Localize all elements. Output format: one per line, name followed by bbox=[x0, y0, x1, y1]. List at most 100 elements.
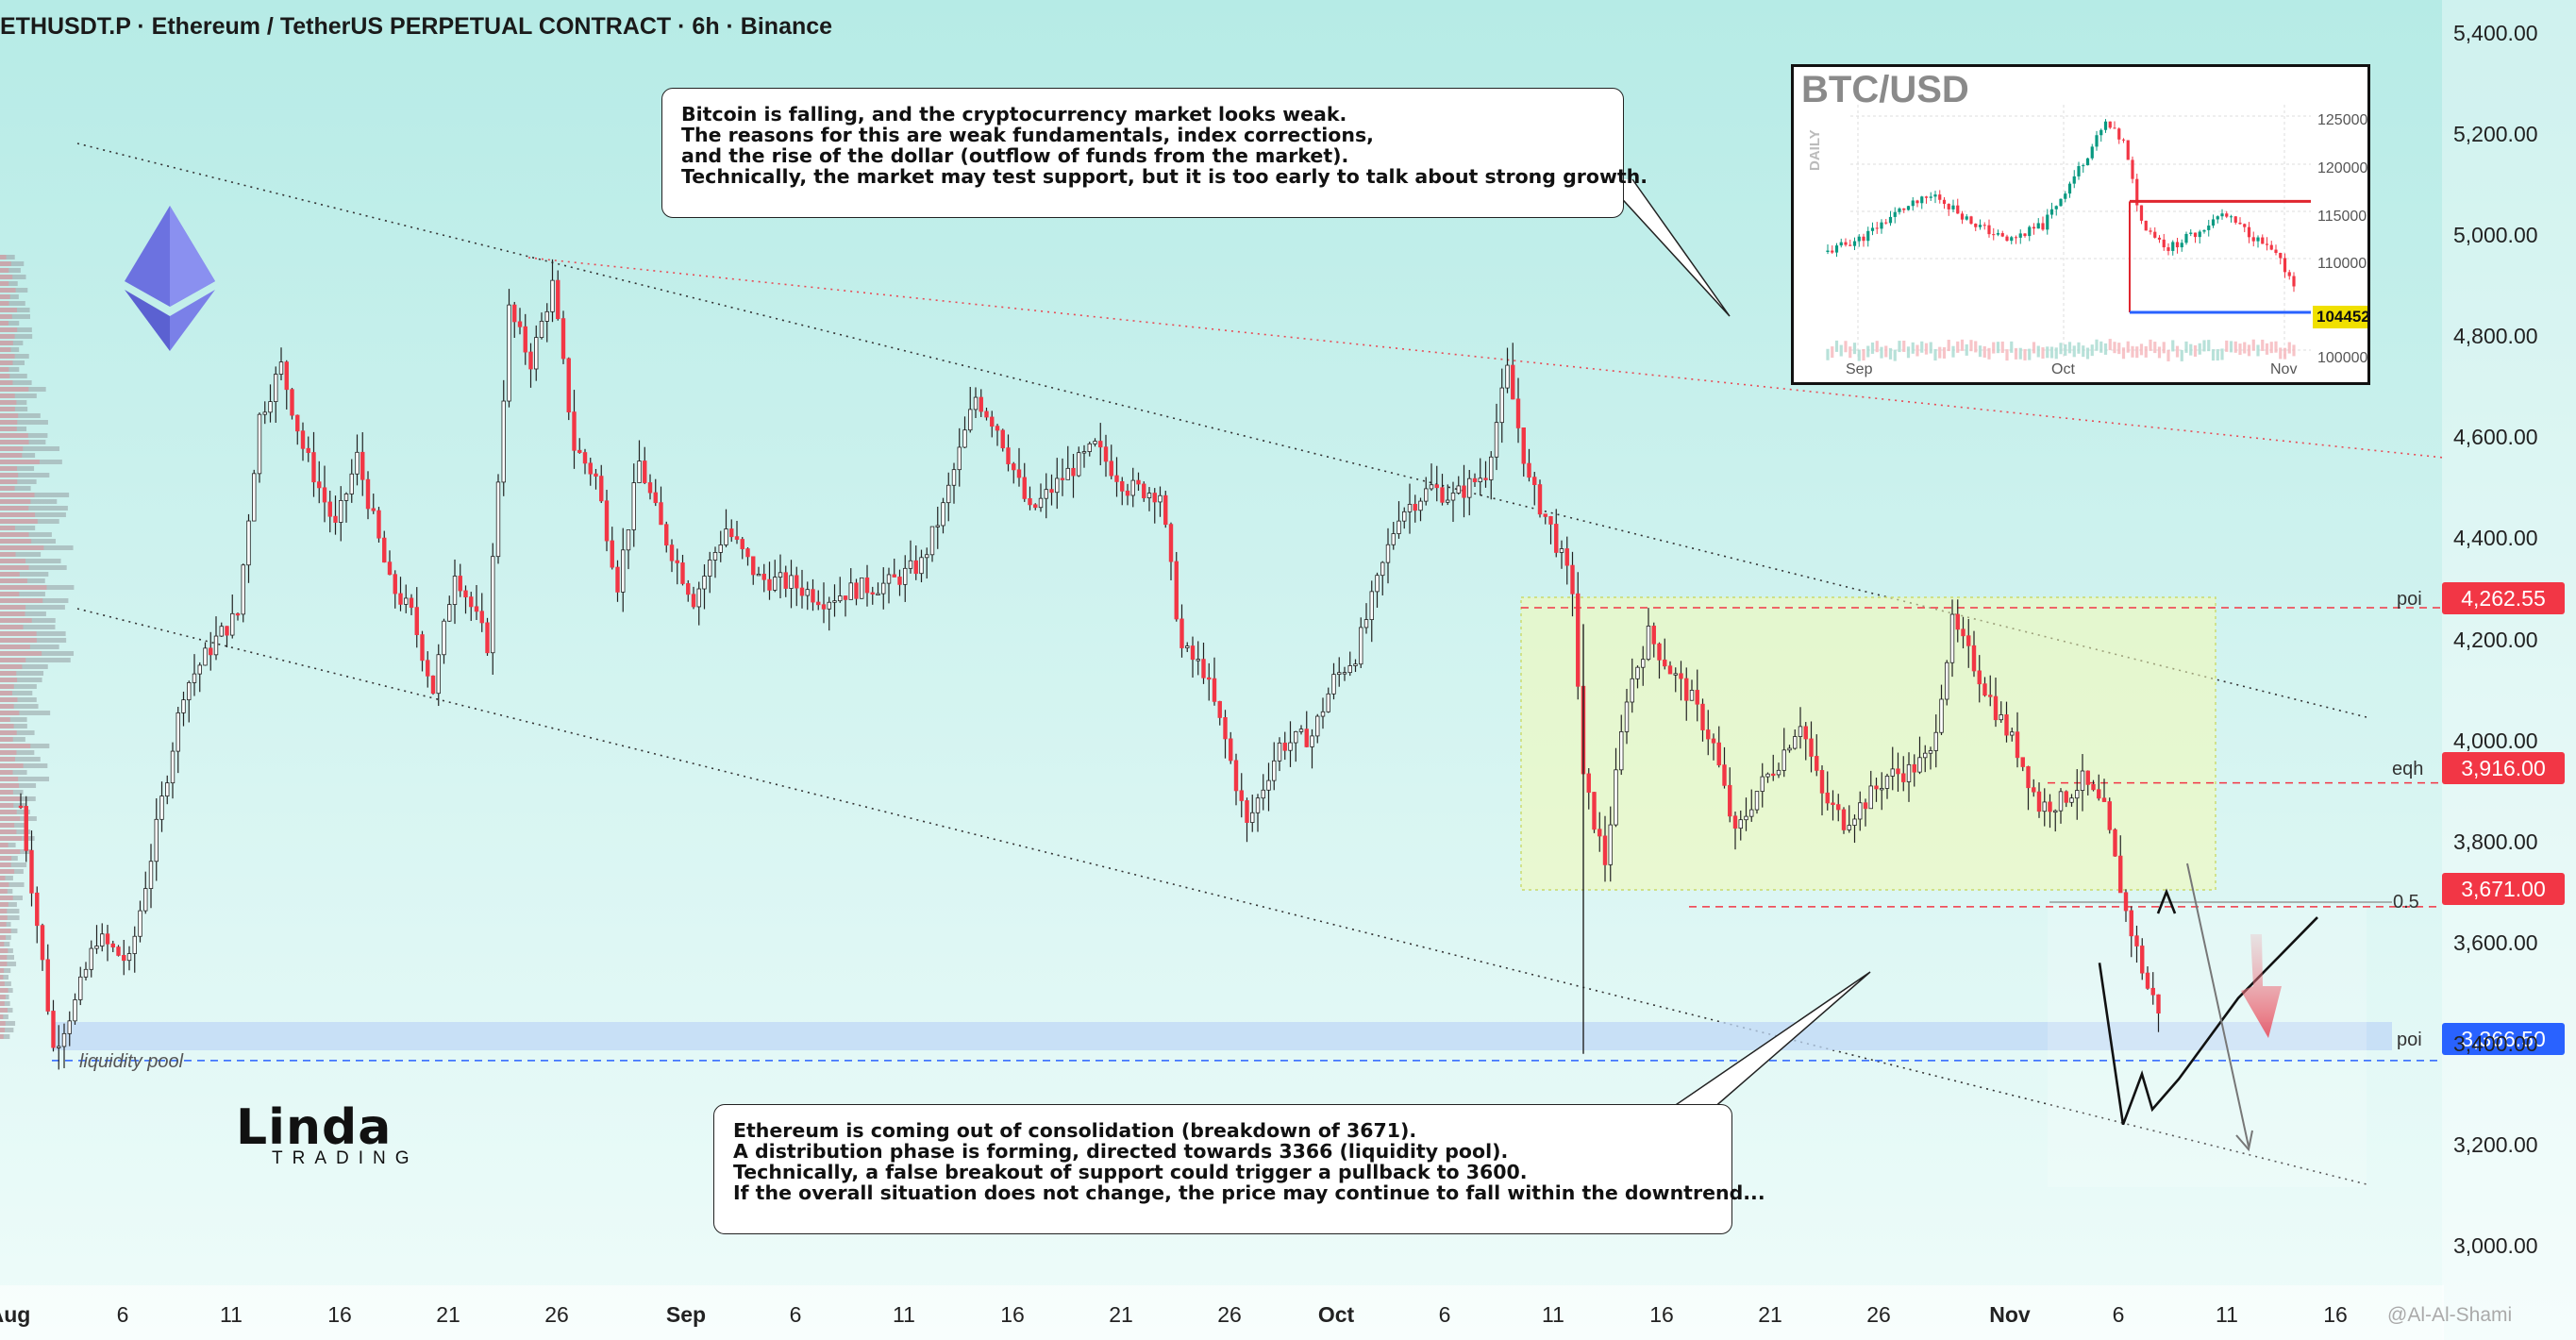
candle-body bbox=[1890, 768, 1895, 777]
candle-body bbox=[544, 310, 549, 322]
candle-body bbox=[2145, 972, 2150, 989]
inset-volume-bar bbox=[1857, 349, 1861, 361]
candle-body bbox=[2036, 791, 2042, 812]
candle-body bbox=[300, 430, 306, 449]
inset-candle-body bbox=[2153, 231, 2157, 238]
inset-candle-body bbox=[2117, 128, 2121, 140]
candle-body bbox=[534, 337, 539, 370]
volume-profile-bar bbox=[0, 618, 32, 623]
volume-profile-bar bbox=[0, 671, 44, 676]
candle-body bbox=[1858, 802, 1863, 820]
inset-volume-bar bbox=[2279, 347, 2283, 360]
inset-volume-bar bbox=[2041, 347, 2045, 360]
candle-body bbox=[2156, 994, 2161, 1013]
inset-candle-body bbox=[1906, 206, 1911, 210]
volume-profile-bar bbox=[0, 268, 9, 273]
candle-body bbox=[1093, 441, 1097, 444]
volume-profile-bar bbox=[0, 995, 6, 999]
volume-profile-bar bbox=[0, 1021, 16, 1026]
inset-volume-bar bbox=[2059, 343, 2063, 355]
candle-body bbox=[1158, 494, 1163, 503]
volume-profile-bar bbox=[0, 572, 49, 577]
inset-candle-body bbox=[1942, 199, 1947, 205]
candle-body bbox=[1440, 487, 1445, 503]
candle-body bbox=[724, 528, 728, 545]
inset-volume-bar bbox=[1893, 349, 1897, 361]
candle-body bbox=[870, 592, 875, 595]
candle-body bbox=[252, 473, 257, 522]
candle-body bbox=[1006, 447, 1011, 464]
volume-profile-bar bbox=[0, 446, 24, 451]
volume-profile-bar bbox=[0, 1014, 8, 1019]
inset-candle-body bbox=[2269, 244, 2273, 250]
candle-body bbox=[89, 947, 93, 970]
volume-profile-bar bbox=[0, 691, 13, 695]
inset-volume-bar bbox=[1987, 347, 1991, 360]
candle-body bbox=[295, 414, 300, 432]
volume-profile-bar bbox=[0, 493, 35, 497]
candle-body bbox=[187, 681, 192, 701]
volume-profile-bar bbox=[0, 730, 35, 735]
volume-profile-bar bbox=[0, 823, 15, 828]
volume-profile-bar bbox=[0, 585, 47, 590]
volume-profile-bar bbox=[0, 777, 50, 781]
candle-body bbox=[610, 540, 614, 568]
volume-profile-bar bbox=[0, 308, 17, 312]
volume-profile-bar bbox=[0, 394, 15, 398]
candle-body bbox=[1684, 678, 1689, 701]
inset-volume-bar bbox=[2157, 346, 2162, 359]
level-lines bbox=[52, 607, 2442, 1062]
candle-body bbox=[680, 562, 685, 584]
inset-volume-bar bbox=[1938, 346, 1942, 359]
inset-candle-body bbox=[2157, 237, 2162, 240]
volume-profile-bar bbox=[0, 882, 25, 887]
candle-body bbox=[821, 604, 827, 610]
inset-volume-bar bbox=[1924, 343, 1929, 355]
price-axis-tick: 5,400.00 bbox=[2453, 20, 2538, 45]
candle-body bbox=[1429, 484, 1434, 490]
candle-body bbox=[404, 597, 409, 605]
volume-profile-bar bbox=[0, 334, 15, 339]
candle-body bbox=[1391, 533, 1396, 545]
candle-body bbox=[729, 528, 734, 538]
candle-body bbox=[1928, 750, 1933, 754]
volume-profile-bar bbox=[0, 499, 31, 504]
inset-candle-body bbox=[2207, 226, 2211, 230]
inset-candle-body bbox=[2000, 233, 2004, 237]
callout-bottom-line-2: A distribution phase is forming, directe… bbox=[733, 1140, 1509, 1163]
projection-arrowhead bbox=[2156, 888, 2177, 914]
volume-profile-bar bbox=[0, 334, 33, 339]
volume-profile-bar bbox=[0, 545, 44, 550]
inset-volume-bar bbox=[1906, 346, 1911, 359]
candle-body bbox=[811, 589, 815, 603]
candle-body bbox=[51, 1011, 56, 1048]
inset-volume-bar bbox=[2202, 340, 2206, 352]
inset-candle-body bbox=[1960, 213, 1965, 220]
inset-volume-bar bbox=[2067, 342, 2072, 354]
candle-body bbox=[469, 596, 474, 608]
inset-volume-bar bbox=[1996, 342, 2000, 354]
candle-body bbox=[664, 524, 669, 546]
inset-volume-bar bbox=[2064, 343, 2067, 356]
inset-candle-body bbox=[1902, 208, 1906, 210]
inset-volume-bar bbox=[2153, 342, 2157, 354]
candle-body bbox=[355, 451, 360, 475]
candle-body bbox=[1564, 548, 1569, 566]
volume-profile-bar bbox=[0, 711, 51, 715]
candle-body bbox=[1776, 769, 1781, 776]
candle-body bbox=[78, 976, 83, 1000]
candle-body bbox=[979, 396, 983, 412]
liquidity-pool-zone bbox=[52, 1022, 2392, 1050]
volume-profile-bar bbox=[0, 473, 50, 477]
inset-candle-body bbox=[2292, 276, 2296, 287]
candle-body bbox=[599, 476, 604, 502]
candle-body bbox=[2026, 766, 2031, 789]
inset-candle-body bbox=[1996, 233, 2000, 235]
candle-body bbox=[2053, 810, 2058, 813]
candle-body bbox=[436, 654, 441, 695]
candle-body bbox=[1363, 619, 1369, 628]
time-axis-tick: 16 bbox=[1000, 1302, 1025, 1327]
candle-body bbox=[2085, 770, 2090, 785]
candle-body bbox=[604, 500, 610, 542]
volume-profile-bar bbox=[0, 460, 40, 464]
